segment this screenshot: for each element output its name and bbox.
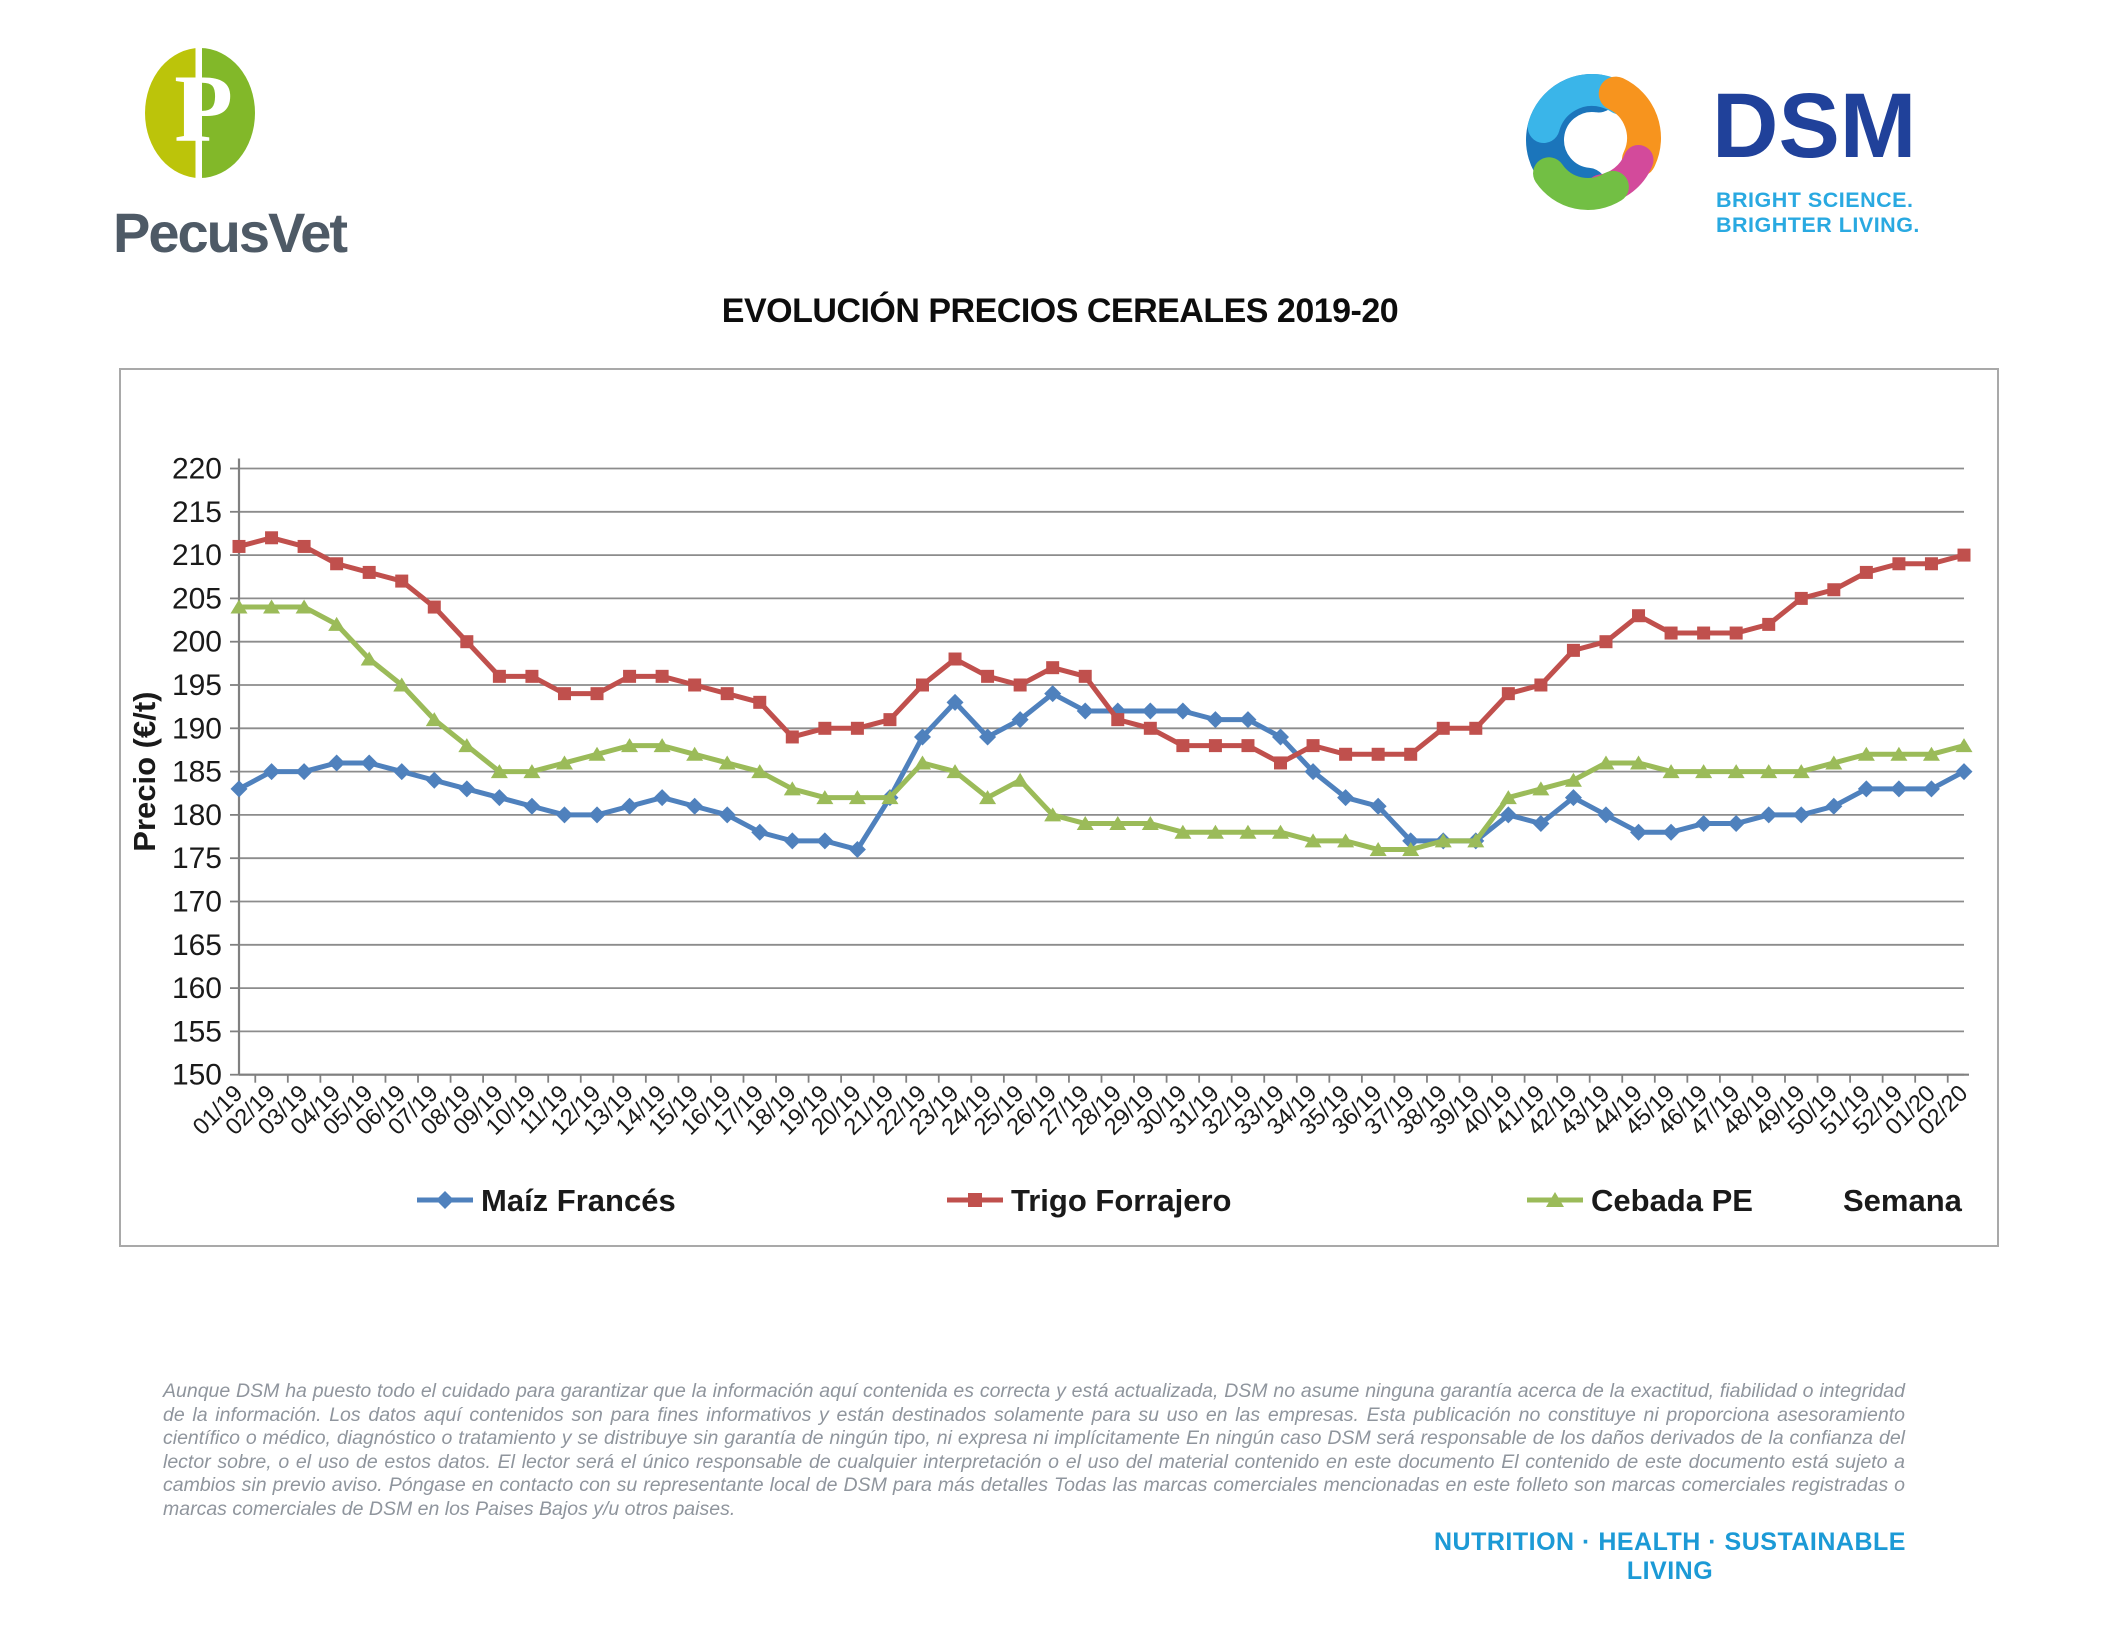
x-axis-ticks xyxy=(254,1074,1949,1083)
series-trigo-forrajero xyxy=(232,531,1971,770)
y-tick-label: 220 xyxy=(172,453,222,486)
pecusvet-wordmark: PecusVet xyxy=(113,201,348,264)
footer-tagline: NUTRITION · HEALTH · SUSTAINABLE LIVING xyxy=(1434,1528,1906,1585)
legend: Maíz Francés Trigo Forrajero Cebada PE Sema… xyxy=(417,1183,1963,1218)
pecusvet-icon: P xyxy=(145,48,255,178)
y-tick-label: 155 xyxy=(172,1015,222,1048)
y-tick-label: 200 xyxy=(172,626,222,659)
y-tick-label: 215 xyxy=(172,496,222,529)
y-tick-label: 150 xyxy=(172,1059,222,1092)
dsm-swirl-icon xyxy=(1525,72,1661,210)
y-tick-label: 210 xyxy=(172,539,222,572)
disclaimer-text: Aunque DSM ha puesto todo el cuidado par… xyxy=(163,1380,1905,1520)
y-tick-label: 190 xyxy=(172,712,222,745)
y-tick-label: 195 xyxy=(172,669,222,702)
chart-title: EVOLUCIÓN PRECIOS CEREALES 2019-20 xyxy=(721,292,1399,330)
y-tick-label: 160 xyxy=(172,972,222,1005)
y-tick-label: 185 xyxy=(172,756,222,789)
pecusvet-icon-letter: P xyxy=(174,55,233,163)
chart-area: 150 155 160 165 170 175 180 185 190 195 200 205 210 2… xyxy=(119,368,1999,1247)
series-ma-z-franc-s xyxy=(230,685,1973,859)
x-axis-labels: 01/1902/1903/1904/1905/1906/1907/1908/19… xyxy=(188,1080,1973,1140)
series-line xyxy=(239,604,1965,853)
legend-label: Trigo Forrajero xyxy=(1011,1183,1231,1218)
legend-item-ma-z-franc-s: Maíz Francés xyxy=(417,1183,676,1218)
y-tick-label: 165 xyxy=(172,929,222,962)
dsm-tagline: BRIGHT SCIENCE. BRIGHTER LIVING. xyxy=(1716,188,1920,237)
dsm-wordmark: DSM xyxy=(1712,75,1917,177)
legend-item-trigo-forrajero: Trigo Forrajero xyxy=(947,1183,1231,1218)
price-chart: 150 155 160 165 170 175 180 185 190 195 200 205 210 2… xyxy=(127,453,1973,1219)
dsm-swirl-center xyxy=(1575,122,1609,159)
y-tick-label: 170 xyxy=(172,886,222,919)
x-axis-title: Semana xyxy=(1843,1183,1963,1218)
dsm-logo: DSM BRIGHT SCIENCE. BRIGHTER LIVING. xyxy=(1500,52,2020,237)
y-tick-label: 175 xyxy=(172,842,222,875)
y-axis-labels: 150 155 160 165 170 175 180 185 190 195 200 205 210 2… xyxy=(172,453,222,1092)
legend-label: Maíz Francés xyxy=(481,1183,676,1218)
y-tick-label: 180 xyxy=(172,799,222,832)
legend-item-cebada-pe: Cebada PE xyxy=(1527,1183,1753,1218)
legend-label: Cebada PE xyxy=(1591,1183,1753,1218)
y-tick-label: 205 xyxy=(172,582,222,615)
series-cebada-pe xyxy=(230,599,1973,857)
pecusvet-logo: P PecusVet xyxy=(113,48,373,265)
y-axis-title: Precio (€/t) xyxy=(127,691,162,851)
